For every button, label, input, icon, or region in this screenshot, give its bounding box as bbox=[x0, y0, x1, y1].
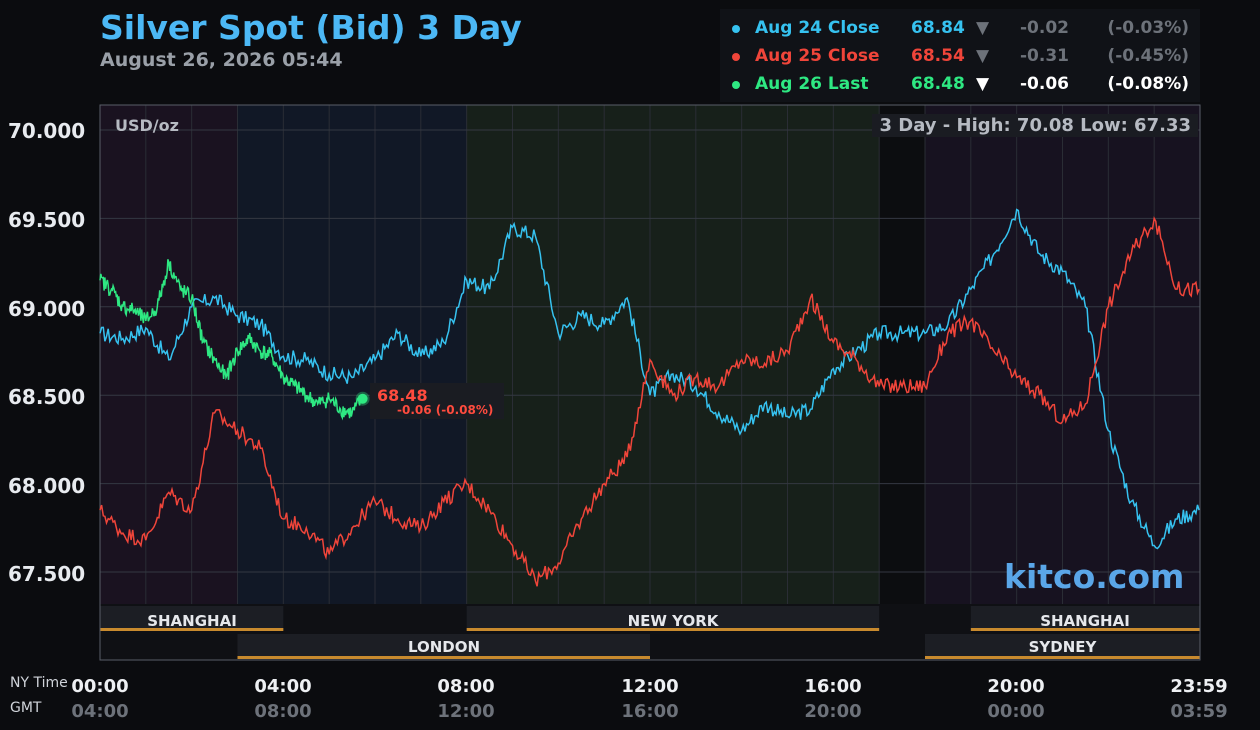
legend-dot-icon bbox=[732, 53, 740, 61]
market-label-sydney: SYDNEY bbox=[1028, 638, 1097, 656]
legend-change: -0.06 bbox=[1020, 74, 1069, 94]
market-session-block bbox=[925, 634, 1200, 658]
legend-percent: (-0.08%) bbox=[1107, 74, 1189, 94]
y-tick-label: 68.500 bbox=[8, 385, 86, 409]
market-session-block bbox=[466, 606, 880, 630]
market-session-bar bbox=[466, 628, 880, 631]
x-tick-ny: 12:00 bbox=[621, 676, 679, 697]
legend-row-aug26[interactable]: Aug 26 Last 68.48 ▼ -0.06 (-0.08%) bbox=[720, 69, 1200, 97]
market-label-shanghai: SHANGHAI bbox=[147, 612, 237, 630]
x-tick-gmt: 03:59 bbox=[1170, 701, 1228, 722]
down-arrow-icon: ▼ bbox=[976, 46, 990, 66]
last-price-value: 68.48 bbox=[377, 386, 428, 405]
y-tick-label: 69.000 bbox=[8, 297, 86, 321]
legend-value: 68.84 bbox=[911, 18, 965, 38]
market-session-block bbox=[100, 606, 284, 630]
market-label-new-york: NEW YORK bbox=[627, 612, 719, 630]
series-line-aug24 bbox=[99, 208, 1200, 550]
last-price-marker bbox=[357, 393, 368, 404]
legend-value: 68.54 bbox=[911, 46, 965, 66]
x-tick-gmt: 20:00 bbox=[804, 701, 862, 722]
chart-title: Silver Spot (Bid) 3 Day bbox=[100, 8, 522, 47]
session-shade-asia bbox=[100, 105, 238, 604]
legend-value: 68.48 bbox=[911, 74, 965, 94]
market-session-block bbox=[970, 606, 1200, 630]
y-tick-label: 70.000 bbox=[8, 119, 86, 143]
legend-change: -0.31 bbox=[1020, 46, 1069, 66]
watermark-logo: kitco.com bbox=[1004, 557, 1185, 596]
last-price-tag bbox=[370, 383, 504, 419]
legend-row-aug24[interactable]: Aug 24 Close 68.84 ▼ -0.02 (-0.03%) bbox=[720, 13, 1200, 41]
gmt-label: GMT bbox=[10, 700, 42, 716]
series-line-aug25 bbox=[99, 216, 1200, 587]
unit-label: USD/oz bbox=[115, 116, 179, 135]
x-tick-gmt: 04:00 bbox=[71, 701, 129, 722]
x-tick-ny: 08:00 bbox=[437, 676, 495, 697]
session-shade-new-york bbox=[466, 105, 880, 604]
high-low-label: 3 Day - High: 70.08 Low: 67.33 bbox=[872, 114, 1198, 137]
legend-percent: (-0.03%) bbox=[1107, 18, 1189, 38]
x-tick-ny: 04:00 bbox=[254, 676, 312, 697]
ny-time-label: NY Time bbox=[10, 675, 68, 691]
y-tick-label: 69.500 bbox=[8, 208, 86, 232]
x-tick-gmt: 16:00 bbox=[621, 701, 679, 722]
down-arrow-icon: ▼ bbox=[976, 18, 990, 38]
x-tick-ny: 20:00 bbox=[987, 676, 1045, 697]
market-session-bar bbox=[237, 656, 650, 659]
plot-frame bbox=[99, 104, 1201, 661]
market-session-bar bbox=[970, 628, 1200, 631]
legend-label: Aug 26 Last bbox=[755, 74, 869, 94]
market-session-bar bbox=[925, 656, 1200, 659]
market-session-bar bbox=[100, 628, 284, 631]
legend-label: Aug 24 Close bbox=[755, 18, 880, 38]
legend-row-aug25[interactable]: Aug 25 Close 68.54 ▼ -0.31 (-0.45%) bbox=[720, 41, 1200, 69]
x-tick-gmt: 08:00 bbox=[254, 701, 312, 722]
y-tick-label: 68.000 bbox=[8, 474, 86, 498]
market-label-london: LONDON bbox=[407, 638, 481, 656]
legend-dot-icon bbox=[732, 81, 740, 89]
legend-change: -0.02 bbox=[1020, 18, 1069, 38]
x-tick-ny: 00:00 bbox=[71, 676, 129, 697]
x-tick-ny: 16:00 bbox=[804, 676, 862, 697]
down-arrow-icon: ▼ bbox=[976, 74, 990, 94]
legend-label: Aug 25 Close bbox=[755, 46, 880, 66]
session-shade-closed bbox=[879, 105, 925, 604]
x-tick-ny: 23:59 bbox=[1170, 676, 1228, 697]
y-tick-label: 67.500 bbox=[8, 562, 86, 586]
x-tick-gmt: 00:00 bbox=[987, 701, 1045, 722]
x-tick-gmt: 12:00 bbox=[437, 701, 495, 722]
series-line-aug26 bbox=[99, 259, 364, 421]
legend-dot-icon bbox=[732, 25, 740, 33]
market-label-shanghai: SHANGHAI bbox=[1040, 612, 1130, 630]
legend-percent: (-0.45%) bbox=[1107, 46, 1189, 66]
last-price-change: -0.06 (-0.08%) bbox=[397, 403, 494, 417]
legend: Aug 24 Close 68.84 ▼ -0.02 (-0.03%) Aug … bbox=[720, 9, 1200, 102]
chart-timestamp: August 26, 2026 05:44 bbox=[100, 49, 343, 71]
market-session-block bbox=[237, 634, 650, 658]
